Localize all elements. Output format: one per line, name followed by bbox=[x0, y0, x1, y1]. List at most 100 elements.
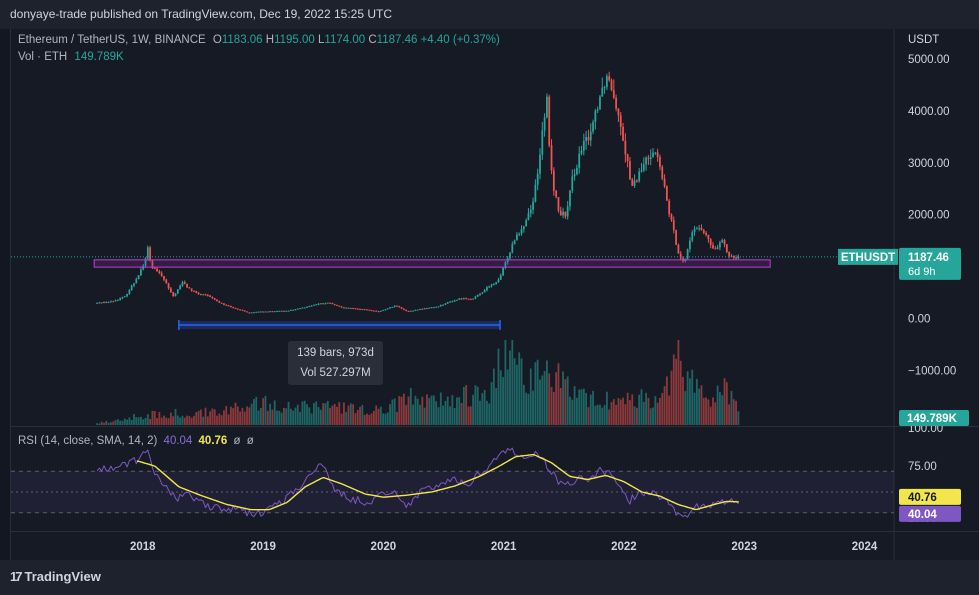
rsi-sma-tag[interactable] bbox=[899, 488, 961, 505]
open-label: O bbox=[212, 34, 222, 46]
volume-bar bbox=[612, 399, 615, 425]
candle bbox=[479, 293, 481, 295]
candle bbox=[319, 303, 322, 305]
volume-bar bbox=[502, 377, 504, 425]
volume-bar bbox=[449, 406, 451, 425]
volume-legend: Vol · ETH 149.789K bbox=[18, 51, 124, 63]
candle bbox=[153, 268, 156, 270]
candle bbox=[453, 300, 456, 302]
candle bbox=[550, 145, 553, 171]
candle bbox=[366, 309, 368, 311]
candle bbox=[253, 312, 255, 314]
candle bbox=[172, 292, 175, 297]
candle bbox=[566, 206, 569, 217]
volume-bar bbox=[266, 411, 269, 425]
volume-label[interactable]: Vol · ETH bbox=[18, 51, 68, 63]
volume-bar bbox=[153, 411, 156, 425]
candle bbox=[580, 150, 583, 154]
volume-bar bbox=[181, 415, 184, 425]
candle bbox=[719, 242, 721, 248]
volume-bar bbox=[382, 413, 385, 425]
candle bbox=[592, 121, 594, 132]
volume-bar bbox=[326, 400, 329, 425]
candle bbox=[518, 233, 521, 235]
candle bbox=[400, 307, 403, 309]
rsi-label[interactable]: RSI (14, close, SMA, 14, 2) bbox=[18, 435, 158, 447]
candle bbox=[140, 269, 142, 276]
volume-bar bbox=[442, 405, 445, 425]
volume-bar bbox=[236, 406, 239, 425]
horizontal-zone-drawing[interactable] bbox=[93, 259, 771, 268]
bar-countdown: 6d 9h bbox=[908, 266, 936, 278]
time-axis-label: 2024 bbox=[852, 541, 878, 553]
volume-bar bbox=[631, 394, 634, 425]
volume-bar bbox=[534, 362, 537, 425]
candle bbox=[273, 311, 276, 313]
candle bbox=[349, 308, 352, 310]
volume-bar bbox=[615, 404, 618, 425]
volume-bar bbox=[377, 408, 380, 425]
candle bbox=[721, 240, 724, 243]
volume-bar bbox=[121, 420, 124, 425]
volume-bar bbox=[324, 403, 327, 425]
candle bbox=[116, 299, 119, 301]
volume-bar bbox=[486, 400, 488, 425]
price-axis-label: 2000.00 bbox=[908, 210, 950, 222]
volume-bar bbox=[656, 402, 659, 425]
candle bbox=[119, 298, 122, 300]
ticker-tag[interactable] bbox=[838, 248, 898, 265]
volume-bar bbox=[402, 393, 405, 425]
low-label: L bbox=[318, 34, 325, 46]
volume-bar bbox=[428, 398, 431, 425]
candle bbox=[456, 299, 458, 301]
close-value: 1187.46 bbox=[376, 34, 418, 46]
volume-bar bbox=[149, 419, 152, 425]
volume-bar bbox=[732, 399, 735, 425]
candle bbox=[576, 167, 578, 175]
candle bbox=[449, 301, 451, 303]
symbol-title[interactable]: Ethereum / TetherUS, 1W, BINANCE bbox=[18, 34, 206, 46]
chart-canvas[interactable]: USDT 5000.00 4000.00 3000.00 2000.00 0.00 −100… bbox=[11, 29, 979, 560]
volume-bar bbox=[539, 379, 541, 425]
volume-bar bbox=[550, 387, 553, 425]
chart-area[interactable]: USDT 5000.00 4000.00 3000.00 2000.00 0.00 −100… bbox=[10, 29, 979, 560]
candle bbox=[709, 239, 712, 245]
price-axis-currency: USDT bbox=[908, 34, 939, 46]
candle bbox=[195, 291, 198, 293]
volume-bar bbox=[423, 407, 426, 425]
time-axis-label: 2020 bbox=[371, 541, 397, 553]
candle bbox=[324, 303, 327, 305]
tradingview-logo[interactable]: 17 TradingView bbox=[10, 569, 101, 584]
candle bbox=[698, 227, 701, 229]
volume-bar bbox=[310, 413, 313, 425]
candle bbox=[548, 96, 551, 146]
volume-bar bbox=[234, 402, 237, 425]
candle bbox=[179, 285, 182, 290]
last-price-tag[interactable] bbox=[899, 247, 961, 280]
time-axis-label: 2018 bbox=[130, 541, 156, 553]
volume-bar bbox=[640, 389, 643, 425]
tradingview-brand: TradingView bbox=[24, 569, 101, 584]
candle bbox=[183, 282, 186, 284]
candle bbox=[181, 282, 184, 286]
volume-bar bbox=[714, 402, 717, 425]
volume-bar bbox=[582, 388, 585, 425]
volume-bar bbox=[573, 386, 576, 425]
volume-bar bbox=[721, 395, 724, 425]
volume-tag[interactable] bbox=[899, 410, 969, 426]
candle bbox=[571, 176, 574, 191]
volume-bar bbox=[439, 392, 442, 425]
rsi-empty-1: ø bbox=[233, 435, 241, 447]
rsi-tag[interactable] bbox=[899, 505, 961, 522]
candle bbox=[361, 309, 364, 311]
volume-bar bbox=[488, 403, 491, 425]
volume-bar bbox=[527, 393, 530, 425]
volume-bar bbox=[555, 372, 558, 425]
measure-tooltip: 139 bars, 973d Vol 527.297M bbox=[288, 341, 383, 385]
volume-bar bbox=[140, 416, 142, 425]
volume-bar bbox=[271, 409, 274, 425]
volume-bar bbox=[536, 359, 539, 425]
volume-bar bbox=[289, 408, 292, 425]
candle bbox=[642, 164, 645, 171]
volume-bar bbox=[151, 410, 154, 425]
